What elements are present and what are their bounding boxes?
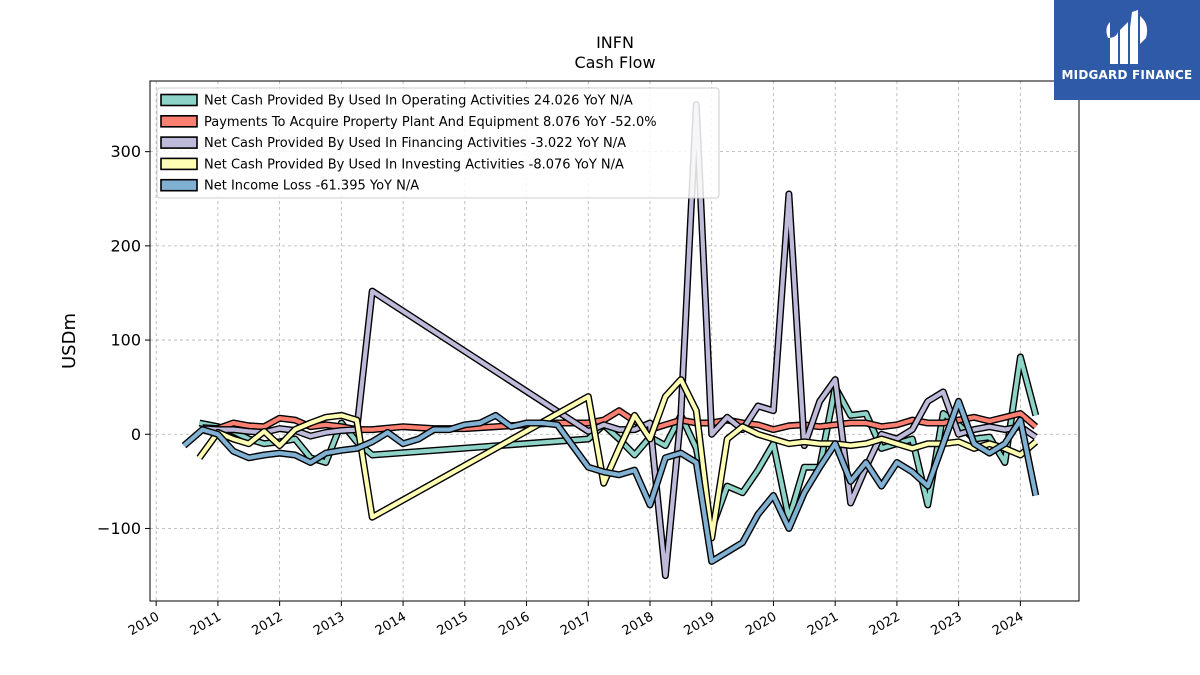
x-tick-label: 2020 xyxy=(743,609,779,639)
series-line-3 xyxy=(197,377,1038,540)
legend-entry-4: Net Income Loss -61.395 YoY N/A xyxy=(204,179,419,194)
legend-box xyxy=(156,87,720,199)
legend: Net Cash Provided By Used In Operating A… xyxy=(156,87,720,199)
y-tick-label: 0 xyxy=(131,425,141,444)
chart-subtitle: Cash Flow xyxy=(574,53,655,72)
legend-entry-2: Net Cash Provided By Used In Financing A… xyxy=(204,136,626,151)
x-tick-label: 2011 xyxy=(188,609,224,639)
legend-swatch-4 xyxy=(160,178,198,192)
x-tick-label: 2019 xyxy=(682,609,718,639)
series-line-4 xyxy=(182,399,1038,564)
x-tick-label: 2018 xyxy=(620,609,656,639)
logo-text: MIDGARD FINANCE xyxy=(1061,68,1193,82)
x-tick-label: 2017 xyxy=(558,609,594,639)
x-tick-label: 2021 xyxy=(805,609,841,639)
x-tick-label: 2024 xyxy=(990,609,1026,639)
y-tick-label: −100 xyxy=(97,519,141,538)
y-axis-label: USDm xyxy=(59,313,80,369)
y-tick-label: 300 xyxy=(110,142,141,161)
legend-entry-3: Net Cash Provided By Used In Investing A… xyxy=(204,157,624,172)
legend-swatch-0 xyxy=(160,93,198,107)
plot-frame xyxy=(149,80,1080,602)
legend-entry-0: Net Cash Provided By Used In Operating A… xyxy=(204,94,633,109)
x-tick-label: 2014 xyxy=(373,609,409,639)
x-tick-label: 2023 xyxy=(928,609,964,639)
x-tick-label: 2010 xyxy=(126,609,162,639)
series-layer xyxy=(181,101,1040,580)
x-tick-label: 2016 xyxy=(496,609,532,639)
legend-swatch-1 xyxy=(160,115,198,128)
series-line-outline-0 xyxy=(198,353,1040,532)
x-tick-label: 2012 xyxy=(249,609,285,639)
legend-entry-1: Payments To Acquire Property Plant And E… xyxy=(204,115,657,130)
legend-swatch-3 xyxy=(160,157,198,171)
midgard-finance-logo: MIDGARD FINANCE xyxy=(1054,0,1200,100)
logo-mark-icon xyxy=(1106,10,1148,64)
chart-title: INFN xyxy=(596,33,634,52)
y-tick-label: 200 xyxy=(110,236,141,255)
y-tick-label: 100 xyxy=(110,331,141,350)
x-tick-label: 2013 xyxy=(311,609,347,639)
x-tick-label: 2015 xyxy=(435,609,471,639)
x-axis: 2010 2011 2012 2013 2014 2015 2016 2017 2018 2019… xyxy=(126,601,1026,639)
y-axis: −100 0 100 200 300 xyxy=(97,142,150,538)
x-tick-label: 2022 xyxy=(867,609,903,639)
legend-swatch-2 xyxy=(160,136,198,149)
series-line-2 xyxy=(202,102,1037,578)
